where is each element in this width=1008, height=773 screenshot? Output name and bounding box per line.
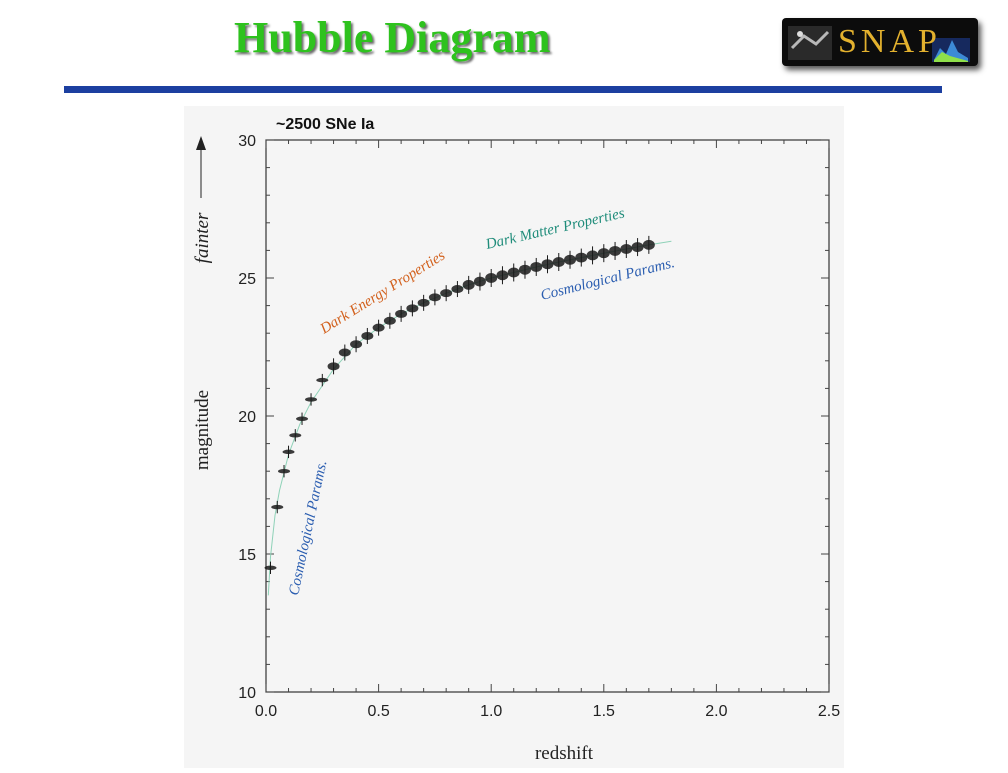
y-tick-label: 30 bbox=[238, 133, 256, 150]
data-point bbox=[451, 285, 464, 294]
fainter-arrow-icon bbox=[196, 136, 206, 150]
minor-ticks bbox=[265, 139, 830, 693]
data-point bbox=[361, 331, 374, 340]
y-tick-label: 25 bbox=[238, 271, 256, 288]
data-point bbox=[518, 264, 531, 275]
model-curve bbox=[267, 240, 672, 596]
data-point bbox=[428, 293, 441, 302]
plot-panel: 0.0 0.5 1.0 1.5 2.0 2.5 10 15 20 25 30 ~2500 SNe … bbox=[184, 106, 844, 768]
data-point bbox=[552, 256, 565, 267]
data-point bbox=[564, 254, 577, 265]
data-point bbox=[575, 252, 588, 263]
y-tick-label: 10 bbox=[238, 685, 256, 702]
data-point bbox=[383, 316, 396, 325]
data-points bbox=[264, 235, 655, 574]
annotation-dark-matter: Dark Matter Properties bbox=[483, 205, 626, 253]
data-point bbox=[289, 433, 302, 438]
x-tick-label: 2.0 bbox=[705, 703, 727, 720]
data-point bbox=[620, 244, 633, 255]
data-point bbox=[395, 309, 408, 318]
annotation-dark-energy: Dark Energy Properties bbox=[317, 248, 448, 338]
x-tick-labels: 0.0 0.5 1.0 1.5 2.0 2.5 bbox=[255, 703, 840, 720]
data-point bbox=[631, 242, 644, 253]
data-point bbox=[278, 469, 291, 474]
slide-title: Hubble Diagram bbox=[234, 13, 551, 62]
data-point bbox=[597, 248, 610, 259]
data-point bbox=[372, 323, 385, 332]
data-point bbox=[586, 250, 599, 261]
logo-text: SNAP bbox=[838, 23, 941, 60]
data-point bbox=[327, 362, 340, 371]
data-point bbox=[338, 348, 351, 357]
data-point bbox=[406, 304, 419, 313]
y-tick-label: 20 bbox=[238, 409, 256, 426]
data-point bbox=[485, 273, 498, 283]
y-tick-label: 15 bbox=[238, 547, 256, 564]
y-tick-labels: 10 15 20 25 30 bbox=[238, 133, 256, 702]
data-point bbox=[462, 279, 475, 290]
data-point bbox=[350, 340, 363, 349]
data-point bbox=[642, 239, 655, 250]
data-point bbox=[271, 504, 284, 510]
data-point bbox=[541, 259, 554, 270]
x-tick-label: 2.5 bbox=[818, 703, 840, 720]
x-tick-label: 0.0 bbox=[255, 703, 277, 720]
data-point bbox=[496, 270, 509, 281]
x-tick-label: 1.0 bbox=[480, 703, 502, 720]
data-point bbox=[282, 449, 295, 455]
data-point bbox=[417, 298, 430, 307]
x-tick-label: 1.5 bbox=[593, 703, 615, 720]
x-tick-label: 0.5 bbox=[367, 703, 389, 720]
chart-title: ~2500 SNe Ia bbox=[276, 116, 374, 133]
data-point bbox=[305, 397, 318, 402]
data-point bbox=[507, 267, 520, 278]
data-point bbox=[264, 565, 277, 570]
data-point bbox=[609, 245, 622, 256]
x-axis-label: redshift bbox=[535, 743, 594, 764]
data-point bbox=[316, 377, 329, 383]
title-rule bbox=[64, 86, 942, 93]
data-point bbox=[473, 276, 486, 287]
data-point bbox=[296, 416, 309, 421]
data-point bbox=[440, 289, 453, 298]
data-point bbox=[530, 261, 543, 272]
model-curve-layer bbox=[267, 240, 672, 596]
snap-logo: SNAP bbox=[782, 18, 978, 66]
y-axis-label: magnitude bbox=[192, 390, 213, 470]
hubble-chart: 0.0 0.5 1.0 1.5 2.0 2.5 10 15 20 25 30 ~2500 SNe … bbox=[192, 116, 840, 764]
annotation-cosmological-params-left: Cosmological Params. bbox=[286, 459, 330, 597]
y-axis-fainter-label: fainter bbox=[192, 212, 213, 263]
logo-graphic bbox=[788, 26, 970, 62]
